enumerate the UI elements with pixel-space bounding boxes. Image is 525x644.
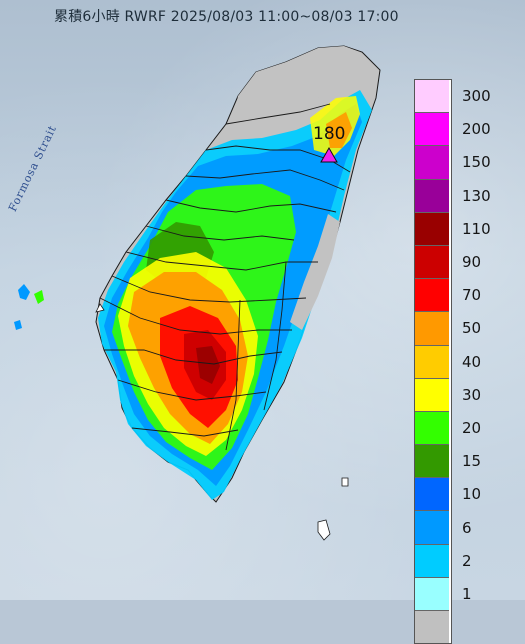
rain-area-north-gray <box>230 46 360 138</box>
legend-label: 200 <box>462 120 491 139</box>
legend-label: 20 <box>462 419 482 437</box>
legend-label: 70 <box>462 286 482 305</box>
legend-label: 110 <box>462 219 491 238</box>
legend-swatch <box>415 345 449 379</box>
legend-swatch <box>415 80 449 114</box>
legend-label: 130 <box>462 186 491 205</box>
legend-swatch <box>415 511 449 545</box>
legend-swatch <box>415 245 449 280</box>
legend-swatch <box>415 544 449 578</box>
color-legend <box>414 79 452 644</box>
legend-swatch <box>415 411 449 446</box>
legend-label: 150 <box>462 153 491 172</box>
legend-swatch <box>415 279 449 313</box>
legend-label: 10 <box>462 485 482 504</box>
map-title: 累積6小時 RWRF 2025/08/03 11:00~08/03 17:00 <box>54 9 399 25</box>
legend-swatch <box>415 445 449 479</box>
rain-area-east-gray <box>290 214 340 330</box>
legend-swatch <box>415 179 449 213</box>
rain-area-maroon <box>196 346 220 384</box>
county-borders <box>99 103 351 451</box>
legend-label: 30 <box>462 385 482 404</box>
legend-swatch <box>415 577 449 611</box>
legend-swatch <box>415 212 449 246</box>
legend-swatch <box>415 312 449 346</box>
legend-label: 2 <box>462 551 472 570</box>
legend-label: 15 <box>462 452 482 471</box>
legend-label: 40 <box>462 352 482 371</box>
offshore-islands <box>14 284 349 541</box>
legend-label: 90 <box>462 253 482 271</box>
legend-swatch <box>415 378 449 412</box>
legend-swatch <box>415 146 449 180</box>
peak-triangle-icon <box>320 147 338 163</box>
legend-label: 300 <box>462 87 491 105</box>
rain-area-northeast-hot <box>326 112 352 148</box>
legend-label: 1 <box>462 585 472 603</box>
taiwan-rainfall-svg <box>14 45 381 541</box>
legend-label: 50 <box>462 319 482 338</box>
legend-swatch <box>415 478 449 512</box>
peak-value-label: 180 <box>313 124 346 144</box>
legend-swatch <box>415 611 449 644</box>
legend-label: 6 <box>462 518 472 537</box>
legend-swatch <box>415 113 449 147</box>
